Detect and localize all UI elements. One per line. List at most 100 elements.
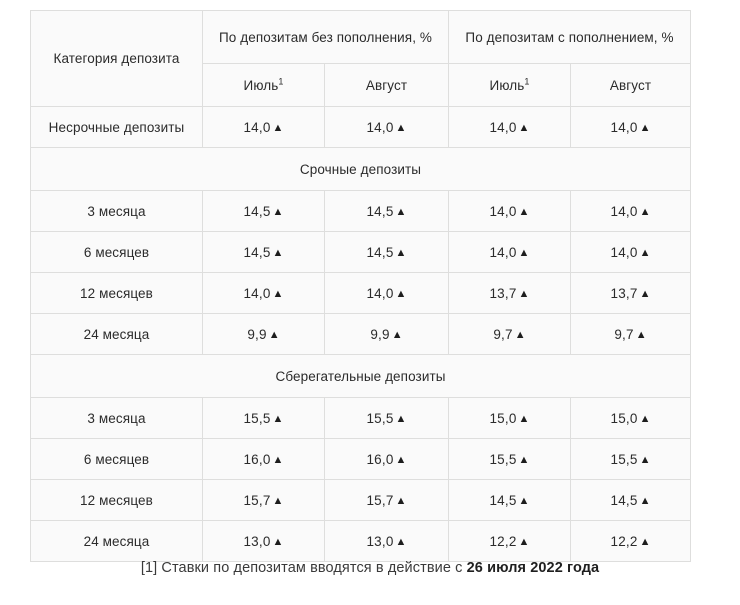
header-month-august-2: Август bbox=[570, 63, 692, 107]
deposit-rates-table-wrapper: Категория депозита По депозитам без попо… bbox=[29, 10, 692, 562]
rate-cell: 14,5 ▲ bbox=[570, 479, 692, 521]
table-row: 12 месяцев 14,0 ▲ 14,0 ▲ 13,7 ▲ 13,7 ▲ bbox=[30, 272, 692, 314]
rate-value: 9,7 bbox=[614, 326, 634, 342]
rate-value: 14,5 bbox=[366, 203, 394, 219]
trend-up-icon: ▲ bbox=[272, 287, 284, 300]
footnote-body-text: Ставки по депозитам вводятся в действие … bbox=[161, 560, 463, 576]
rate-cell: 14,0 ▲ bbox=[448, 231, 572, 273]
rate-cell: 9,7 ▲ bbox=[448, 313, 572, 355]
footnote-marker-text: [1] bbox=[140, 560, 158, 576]
rate-value: 14,0 bbox=[243, 119, 271, 135]
trend-up-icon: ▲ bbox=[395, 246, 407, 259]
row-label: 6 месяцев bbox=[30, 438, 203, 480]
rate-value: 9,9 bbox=[247, 326, 267, 342]
header-month-july-2: Июль1 bbox=[448, 63, 572, 107]
rate-value: 14,0 bbox=[489, 203, 517, 219]
rate-value: 9,7 bbox=[493, 326, 513, 342]
rate-value: 15,5 bbox=[610, 451, 638, 467]
rate-value: 14,0 bbox=[366, 285, 394, 301]
rate-value: 9,9 bbox=[370, 326, 390, 342]
rate-value: 14,0 bbox=[489, 119, 517, 135]
trend-up-icon: ▲ bbox=[518, 246, 530, 259]
header-month-label: Июль bbox=[243, 77, 279, 93]
rate-cell: 12,2 ▲ bbox=[448, 520, 572, 562]
rate-cell: 16,0 ▲ bbox=[323, 438, 450, 480]
deposit-rates-table: Категория депозита По депозитам без попо… bbox=[29, 10, 692, 562]
trend-up-icon: ▲ bbox=[272, 412, 284, 425]
rate-value: 14,0 bbox=[489, 244, 517, 260]
trend-up-icon: ▲ bbox=[639, 494, 651, 507]
table-body: Несрочные депозиты 14,0 ▲ 14,0 ▲ 14,0 ▲ 14,0 ▲ Ср… bbox=[29, 106, 692, 562]
trend-up-icon: ▲ bbox=[272, 121, 284, 134]
row-label: 24 месяца bbox=[30, 313, 203, 355]
table-row: 24 месяца 9,9 ▲ 9,9 ▲ 9,7 ▲ 9,7 ▲ bbox=[30, 313, 692, 355]
rate-cell: 14,5 ▲ bbox=[323, 190, 450, 232]
rate-value: 15,0 bbox=[489, 410, 517, 426]
trend-up-icon: ▲ bbox=[639, 205, 651, 218]
table-section-row: Сберегательные депозиты bbox=[29, 354, 692, 398]
rate-cell: 9,9 ▲ bbox=[202, 313, 325, 355]
table-row: 6 месяцев 14,5 ▲ 14,5 ▲ 14,0 ▲ 14,0 ▲ bbox=[30, 231, 692, 273]
trend-up-icon: ▲ bbox=[395, 287, 407, 300]
rate-value: 14,0 bbox=[366, 119, 394, 135]
rate-value: 14,0 bbox=[610, 119, 638, 135]
footnote: [1] Ставки по депозитам вводятся в дейст… bbox=[0, 560, 740, 576]
header-month-august-1: Август bbox=[323, 63, 450, 107]
rate-value: 14,5 bbox=[610, 492, 638, 508]
trend-up-icon: ▲ bbox=[639, 453, 651, 466]
trend-up-icon: ▲ bbox=[395, 453, 407, 466]
rate-value: 12,2 bbox=[489, 533, 517, 549]
trend-up-icon: ▲ bbox=[518, 205, 530, 218]
rate-cell: 9,9 ▲ bbox=[323, 313, 450, 355]
rate-cell: 14,0 ▲ bbox=[323, 272, 450, 314]
rate-cell: 16,0 ▲ bbox=[202, 438, 325, 480]
rate-cell: 12,2 ▲ bbox=[570, 520, 692, 562]
rate-cell: 13,7 ▲ bbox=[570, 272, 692, 314]
rate-cell: 15,5 ▲ bbox=[323, 397, 450, 439]
rate-cell: 13,0 ▲ bbox=[323, 520, 450, 562]
trend-up-icon: ▲ bbox=[395, 412, 407, 425]
row-label: 6 месяцев bbox=[30, 231, 203, 273]
rate-value: 14,5 bbox=[243, 203, 271, 219]
trend-up-icon: ▲ bbox=[639, 412, 651, 425]
header-month-label: Июль bbox=[489, 77, 525, 93]
rate-value: 15,5 bbox=[243, 410, 271, 426]
row-label: 3 месяца bbox=[30, 190, 203, 232]
rate-cell: 15,0 ▲ bbox=[570, 397, 692, 439]
trend-up-icon: ▲ bbox=[639, 121, 651, 134]
row-label: 12 месяцев bbox=[30, 479, 203, 521]
trend-up-icon: ▲ bbox=[518, 121, 530, 134]
rate-cell: 15,0 ▲ bbox=[448, 397, 572, 439]
table-row: 6 месяцев 16,0 ▲ 16,0 ▲ 15,5 ▲ 15,5 ▲ bbox=[30, 438, 692, 480]
footnote-marker: 1 bbox=[524, 76, 530, 86]
rate-cell: 14,0 ▲ bbox=[202, 272, 325, 314]
trend-up-icon: ▲ bbox=[272, 246, 284, 259]
rate-cell: 14,0 ▲ bbox=[570, 106, 692, 148]
rate-value: 13,7 bbox=[489, 285, 517, 301]
rate-value: 14,5 bbox=[366, 244, 394, 260]
rate-cell: 14,0 ▲ bbox=[448, 190, 572, 232]
trend-up-icon: ▲ bbox=[272, 494, 284, 507]
rate-value: 13,0 bbox=[366, 533, 394, 549]
row-label: Несрочные депозиты bbox=[30, 106, 203, 148]
rate-value: 15,7 bbox=[366, 492, 394, 508]
rate-value: 12,2 bbox=[610, 533, 638, 549]
rate-value: 14,5 bbox=[243, 244, 271, 260]
table-row: 24 месяца 13,0 ▲ 13,0 ▲ 12,2 ▲ 12,2 ▲ bbox=[30, 520, 692, 562]
rate-value: 15,5 bbox=[366, 410, 394, 426]
trend-up-icon: ▲ bbox=[518, 494, 530, 507]
table-row: 3 месяца 14,5 ▲ 14,5 ▲ 14,0 ▲ 14,0 ▲ bbox=[30, 190, 692, 232]
trend-up-icon: ▲ bbox=[272, 453, 284, 466]
rate-cell: 14,5 ▲ bbox=[448, 479, 572, 521]
trend-up-icon: ▲ bbox=[272, 205, 284, 218]
rate-value: 16,0 bbox=[366, 451, 394, 467]
header-row-months: Июль1 Август Июль1 Август bbox=[31, 63, 692, 107]
footnote-marker: 1 bbox=[278, 76, 284, 86]
trend-up-icon: ▲ bbox=[391, 328, 403, 341]
rate-value: 15,5 bbox=[489, 451, 517, 467]
section-label: Сберегательные депозиты bbox=[29, 354, 692, 398]
trend-up-icon: ▲ bbox=[395, 535, 407, 548]
table-header: Категория депозита По депозитам без попо… bbox=[30, 10, 692, 107]
header-group-with-topup: По депозитам с пополнением, % bbox=[448, 10, 692, 64]
